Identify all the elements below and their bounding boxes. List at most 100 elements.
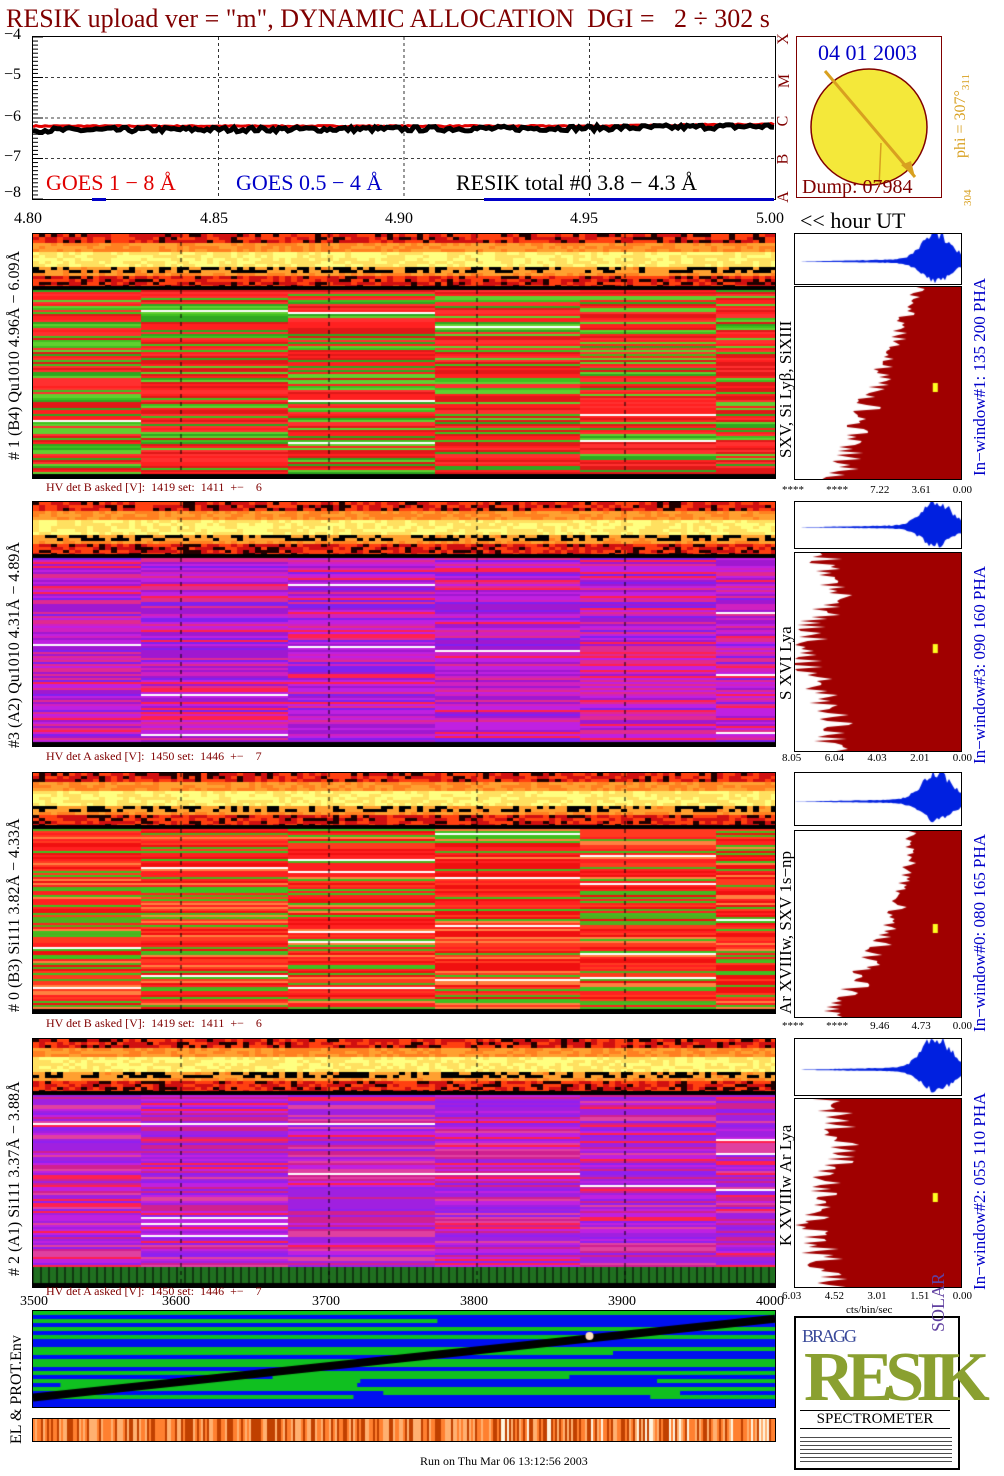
pha-histogram-1 (794, 233, 962, 285)
legend-goes-marker (92, 198, 106, 201)
env-xtick: 3900 (608, 1294, 636, 1309)
pha-histogram-2 (794, 1038, 962, 1096)
hv-status: HV det B asked [V]: 1419 set: 1411 +− 6 (46, 1016, 262, 1030)
spectrum-plot-1 (794, 286, 962, 480)
detector-spectrogram-canvas (33, 502, 775, 746)
spectrum-xticks: 6.03 4.52 3.01 1.51 0.00 (782, 1290, 972, 1302)
pha-histogram-canvas (795, 1039, 961, 1095)
spectrum-xtick: 0.00 (952, 1020, 972, 1032)
goes-ytick: −6 (4, 108, 22, 125)
detector-spectrogram-canvas (33, 773, 775, 1013)
spectrum-xtick: 0.00 (952, 1290, 972, 1302)
env-xtick: 3700 (312, 1294, 340, 1309)
env-colorbar (32, 1418, 776, 1442)
env-ylabel: EL & PROT.Env (8, 1335, 25, 1444)
spectrum-xtick: 6.04 (824, 752, 844, 764)
spectrum-xtick: 8.05 (782, 752, 802, 764)
goes-class-label: B (774, 153, 792, 165)
spectrum-canvas (795, 831, 961, 1017)
dump-number: Dump: 07984 (802, 176, 913, 198)
spectral-lines-label: K XVIIIw Ar Lya (776, 1124, 795, 1246)
spectrum-xticks: **** **** 9.46 4.73 0.00 (782, 1020, 972, 1032)
goes-class-label: M (776, 73, 794, 89)
hour-xtick: 4.90 (385, 210, 413, 227)
hv-status: HV det A asked [V]: 1450 set: 1446 +− 7 (46, 749, 262, 763)
series-line (33, 121, 775, 136)
sun-disk-plot (810, 68, 928, 188)
in-window-label: In−window#1: 135 200 PHA (970, 277, 989, 476)
in-window-label: In−window#3: 090 160 PHA (970, 565, 989, 764)
pha-histogram-3 (794, 501, 962, 549)
phi-low-value: 304 (962, 189, 974, 207)
detector-ylabel: #3 (A2) Qu1010 4.31Å − 4.89Å (6, 542, 23, 748)
spectrum-xunit: cts/bin/sec (846, 1304, 893, 1316)
logo-solar: SOLAR (928, 1272, 948, 1332)
hv-status: HV det A asked [V]: 1450 set: 1446 +− 7 (46, 1284, 262, 1298)
goes-class-label: A (774, 191, 792, 203)
spectral-lines-label: S XVI Lya (776, 626, 795, 700)
goes-lightcurve-panel (32, 36, 776, 200)
env-canvas (33, 1311, 775, 1407)
in-window-label: In−window#2: 055 110 PHA (970, 1092, 989, 1290)
detector-2-spectrogram (32, 1038, 776, 1288)
detector-ylabel: # 0 (B3) Si111 3.82Å − 4.33Å (6, 818, 23, 1012)
hour-xtick: 4.95 (570, 210, 598, 227)
detector-1-spectrogram (32, 233, 776, 479)
pha-histogram-canvas (795, 502, 961, 548)
spectrum-xtick: 9.46 (870, 1020, 890, 1032)
legend-resik-marker (484, 198, 774, 201)
spectrum-xtick: **** (782, 1020, 804, 1032)
env-panel (32, 1310, 776, 1408)
detector-spectrogram-canvas (33, 234, 775, 478)
detector-spectrogram-canvas (33, 1039, 775, 1287)
goes-class-label: C (774, 115, 792, 127)
logo-spectrometer: SPECTROMETER (800, 1410, 950, 1429)
spectrum-canvas (795, 1099, 961, 1287)
pha-histogram-canvas (795, 234, 961, 284)
goes-ytick: −5 (4, 66, 22, 83)
spectrum-xtick: 6.03 (782, 1290, 802, 1302)
spectrum-xtick: 4.52 (824, 1290, 844, 1302)
spectrum-plot-2 (794, 1098, 962, 1288)
page-title: RESIK upload ver = "m", DYNAMIC ALLOCATI… (6, 4, 770, 33)
sun-position-panel (796, 36, 942, 198)
logo-resik: RESIK (804, 1339, 990, 1416)
spectrum-xtick: 4.03 (867, 752, 887, 764)
detector-3-spectrogram (32, 501, 776, 747)
spectrum-xticks: **** **** 7.22 3.61 0.00 (782, 484, 972, 496)
env-xtick: 3800 (460, 1294, 488, 1309)
spectrum-xtick: **** (826, 1020, 849, 1032)
spectrum-xtick: 7.22 (870, 484, 890, 496)
detector-ylabel: # 2 (A1) Si111 3.37Å − 3.88Å (6, 1081, 23, 1277)
resik-logo: BRAGG RESIK SOLAR SPECTROMETER (794, 1273, 990, 1470)
spectrum-plot-0 (794, 830, 962, 1018)
sun-axis-arrowhead (901, 161, 915, 177)
footer-run-time: Run on Thu Mar 06 13:12:56 2003 (420, 1454, 588, 1468)
logo-bragg: BRAGG (802, 1326, 857, 1346)
hour-axis-unit: << hour UT (800, 208, 906, 233)
goes-ytick: −7 (4, 148, 22, 165)
spectrum-canvas (795, 553, 961, 751)
spectral-lines-label: SXV, Si Lyβ, SiXIII (776, 320, 795, 458)
phi-subscript: 311 (960, 74, 973, 91)
env-xtick: 3600 (162, 1294, 190, 1309)
env-colorbar-canvas (33, 1419, 775, 1441)
hour-xtick: 4.85 (200, 210, 228, 227)
legend-resik-total: RESIK total #0 3.8 − 4.3 Å (456, 170, 697, 195)
spectrum-xtick: **** (826, 484, 849, 496)
spectrum-xtick: 3.61 (911, 484, 931, 496)
hour-xtick: 5.00 (756, 210, 784, 227)
goes-ytick: −4 (4, 26, 22, 43)
detector-ylabel: # 1 (B4) Qu1010 4.96Å − 6.09Å (6, 250, 23, 460)
goes-lightcurve-plot (33, 37, 775, 199)
legend-goes-05-4: GOES 0.5 − 4 Å (236, 170, 383, 195)
phi-angle: phi = 307°311 (952, 74, 972, 158)
spectrum-xtick: **** (782, 484, 804, 496)
pha-histogram-0 (794, 772, 962, 826)
in-window-label: In−window#0: 080 165 PHA (970, 833, 989, 1032)
phi-value: phi = 307° (952, 90, 969, 158)
spectrum-xtick: 0.00 (952, 752, 972, 764)
spectrum-xtick: 1.51 (910, 1290, 930, 1302)
spectrum-xticks: 8.05 6.04 4.03 2.01 0.00 (782, 752, 972, 764)
spectral-lines-label: Ar XVIIIw, SXV 1s−np (776, 850, 795, 1014)
